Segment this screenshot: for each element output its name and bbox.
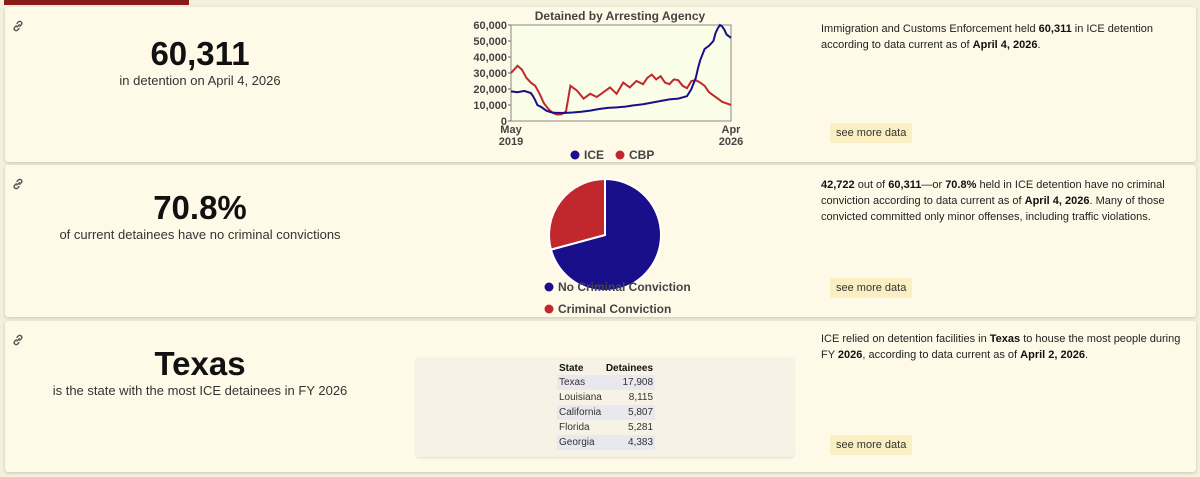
stat-value: 70.8% xyxy=(153,189,247,226)
agency-line-chart: Detained by Arresting Agency 0 10,000 20,0… xyxy=(460,7,760,162)
desc-text: . xyxy=(1037,39,1041,51)
see-more-data-button[interactable]: see more data xyxy=(830,278,913,298)
legend-conviction-label: Criminal Conviction xyxy=(558,302,671,316)
link-icon[interactable] xyxy=(11,19,25,33)
x-tick-label: 2026 xyxy=(719,136,743,148)
y-tick-label: 50,000 xyxy=(473,36,507,48)
detention-description: Immigration and Customs Enforcement held… xyxy=(821,21,1197,53)
y-tick-label: 30,000 xyxy=(473,68,507,80)
table-row: Georgia 4,383 xyxy=(557,435,656,450)
state-cell: Louisiana xyxy=(559,392,602,403)
legend-no-conviction-label: No Criminal Conviction xyxy=(558,280,691,294)
desc-text: Immigration and Customs Enforcement held xyxy=(821,23,1039,35)
desc-text: to house the most people during FY xyxy=(821,333,1181,361)
pie-slice-conviction xyxy=(548,177,606,251)
stat-value: 60,311 xyxy=(150,35,250,72)
table-header-state: State xyxy=(559,363,584,374)
desc-text: held in ICE detention have no criminal c… xyxy=(821,179,1165,207)
conviction-description: 42,722 out of 60,311—or 70.8% held in IC… xyxy=(821,177,1197,225)
state-cell: Florida xyxy=(559,422,590,433)
table-row: California 5,807 xyxy=(557,405,656,420)
state-cell: Georgia xyxy=(557,435,604,450)
legend-label: CBP xyxy=(629,148,654,162)
desc-text: in ICE detention according to data curre… xyxy=(821,23,1154,51)
table-row: Florida 5,281 xyxy=(557,420,655,435)
table-header-detainees: Detainees xyxy=(605,363,654,374)
legend-conviction-marker xyxy=(544,304,554,314)
stat-caption: in detention on April 4, 2026 xyxy=(119,73,281,88)
y-tick-label: 0 xyxy=(501,116,507,128)
x-tick-label: 2019 xyxy=(499,136,523,148)
state-cell: Texas xyxy=(557,375,604,390)
detainees-cell: 8,115 xyxy=(628,392,654,403)
desc-text: , according to data current as of xyxy=(862,349,1021,361)
stat-caption: of current detainees have no criminal co… xyxy=(59,227,341,242)
stat-block: Texas is the state with the most ICE det… xyxy=(5,347,395,398)
pie-chart-svg xyxy=(548,177,662,292)
legend-label: ICE xyxy=(584,148,604,162)
state-table-container: State Detainees Texas 17,908 Louisiana 8… xyxy=(416,357,794,457)
table-row: Louisiana 8,115 xyxy=(557,390,655,405)
detainees-cell: 4,383 xyxy=(603,435,656,450)
cbp-series-line xyxy=(510,64,732,116)
plot-area xyxy=(510,24,732,122)
ice-series-line xyxy=(510,23,732,115)
desc-state: Texas xyxy=(989,333,1021,345)
see-more-data-button[interactable]: see more data xyxy=(830,435,913,455)
pie-legend: No Criminal Conviction Criminal Convicti… xyxy=(544,280,691,316)
table-row: Texas 17,908 xyxy=(557,375,656,390)
link-icon[interactable] xyxy=(11,177,25,191)
detention-total-card: 60,311 in detention on April 4, 2026 Det… xyxy=(5,7,1196,162)
y-tick-label: 10,000 xyxy=(473,100,507,112)
stat-block: 70.8% of current detainees have no crimi… xyxy=(5,191,395,242)
no-conviction-card: 70.8% of current detainees have no crimi… xyxy=(5,165,1196,317)
desc-number: 42,722 xyxy=(821,179,855,191)
desc-date: April 4, 2026 xyxy=(972,39,1038,51)
desc-number: 60,311 xyxy=(1038,23,1072,35)
y-tick-label: 20,000 xyxy=(473,84,507,96)
detainees-cell: 17,908 xyxy=(603,375,656,390)
detainees-cell: 5,281 xyxy=(628,422,654,433)
state-detainees-table: State Detainees Texas 17,908 Louisiana 8… xyxy=(557,362,656,450)
desc-text: out of xyxy=(854,179,889,191)
desc-date: April 2, 2026 xyxy=(1020,349,1085,361)
desc-text: —or xyxy=(921,179,946,191)
legend-marker xyxy=(570,150,580,160)
x-tick-label: Apr xyxy=(722,124,742,136)
x-tick-label: May xyxy=(500,124,522,136)
stat-caption: is the state with the most ICE detainees… xyxy=(52,383,348,398)
line-chart-svg: Detained by Arresting Agency 0 10,000 20,0… xyxy=(473,9,743,162)
desc-year: 2026 xyxy=(837,349,863,361)
chart-title: Detained by Arresting Agency xyxy=(535,9,706,23)
desc-percent: 70.8% xyxy=(945,179,977,191)
state-description: ICE relied on detention facilities in Te… xyxy=(821,331,1197,363)
state-cell: California xyxy=(557,405,604,420)
y-tick-label: 60,000 xyxy=(473,20,507,32)
desc-date: April 4, 2026 xyxy=(1024,195,1090,207)
desc-text: . Many of those convicted committed only… xyxy=(821,195,1165,223)
desc-text: ICE relied on detention facilities in xyxy=(821,333,990,345)
legend-marker xyxy=(615,150,625,160)
stat-value: Texas xyxy=(154,345,246,382)
active-tab-indicator xyxy=(4,0,189,5)
top-state-card: Texas is the state with the most ICE det… xyxy=(5,321,1196,472)
link-icon[interactable] xyxy=(11,333,25,347)
y-tick-label: 40,000 xyxy=(473,52,507,64)
see-more-data-button[interactable]: see more data xyxy=(830,123,913,143)
stat-block: 60,311 in detention on April 4, 2026 xyxy=(5,37,395,88)
detainees-cell: 5,807 xyxy=(603,405,656,420)
desc-number: 60,311 xyxy=(888,179,922,191)
conviction-pie-chart xyxy=(535,150,775,320)
legend-no-conviction-marker xyxy=(544,282,554,292)
desc-text: . xyxy=(1085,349,1089,361)
